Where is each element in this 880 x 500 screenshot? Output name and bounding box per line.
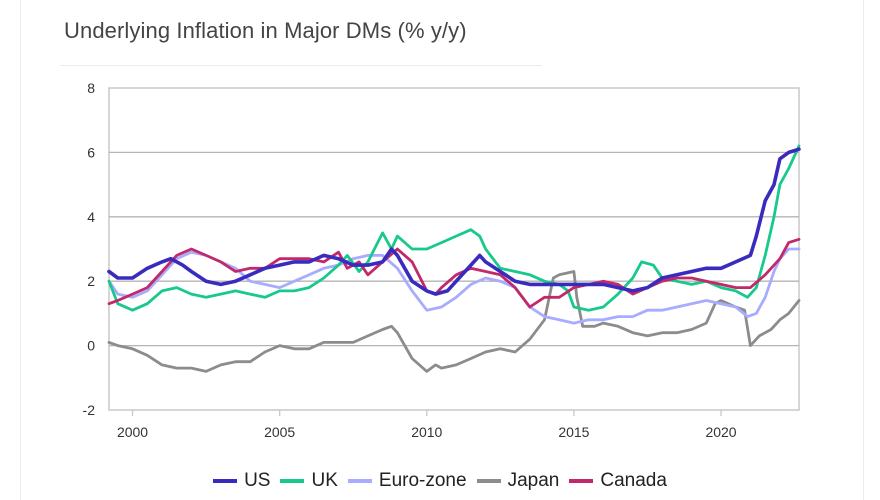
y-tick-label: 0 bbox=[87, 338, 95, 354]
legend-label: Canada bbox=[600, 470, 667, 491]
legend-item-canada[interactable]: Canada bbox=[569, 470, 667, 492]
axes: -2 0 2 4 6 8 2000 2005 2010 2015 2020 bbox=[83, 80, 737, 440]
y-tick-label: 6 bbox=[87, 144, 95, 160]
x-tick-label: 2015 bbox=[558, 424, 589, 440]
y-tick-label: -2 bbox=[83, 402, 96, 418]
legend-swatch bbox=[213, 479, 238, 483]
title-divider bbox=[60, 65, 542, 66]
legend-item-us[interactable]: US bbox=[213, 470, 270, 492]
legend-item-euro-zone[interactable]: Euro-zone bbox=[347, 470, 467, 492]
x-tick-label: 2010 bbox=[411, 424, 442, 440]
plot-area bbox=[108, 87, 800, 411]
gridlines bbox=[108, 87, 800, 411]
y-tick-label: 2 bbox=[87, 273, 95, 289]
legend-label: Euro-zone bbox=[378, 470, 467, 491]
series-line-us bbox=[107, 147, 801, 296]
legend-item-japan[interactable]: Japan bbox=[476, 470, 560, 492]
x-tick-label: 2020 bbox=[705, 424, 736, 440]
series-line-japan bbox=[107, 270, 801, 373]
legend-swatch bbox=[280, 479, 305, 483]
legend-label: Japan bbox=[507, 470, 560, 491]
y-tick-label: 8 bbox=[87, 80, 95, 96]
series-lines bbox=[107, 144, 801, 373]
legend-swatch bbox=[347, 479, 372, 483]
x-tick-label: 2000 bbox=[117, 424, 148, 440]
legend-item-uk[interactable]: UK bbox=[280, 470, 338, 492]
legend-swatch bbox=[476, 479, 501, 483]
x-tick-label: 2005 bbox=[264, 424, 295, 440]
series-line-canada bbox=[107, 237, 801, 309]
y-tick-label: 4 bbox=[87, 209, 95, 225]
legend: US UK Euro-zone Japan Canada bbox=[0, 466, 880, 496]
legend-label: US bbox=[244, 470, 271, 491]
legend-swatch bbox=[569, 479, 594, 483]
chart-title: Underlying Inflation in Major DMs (% y/y… bbox=[64, 18, 467, 43]
legend-label: UK bbox=[311, 470, 338, 491]
